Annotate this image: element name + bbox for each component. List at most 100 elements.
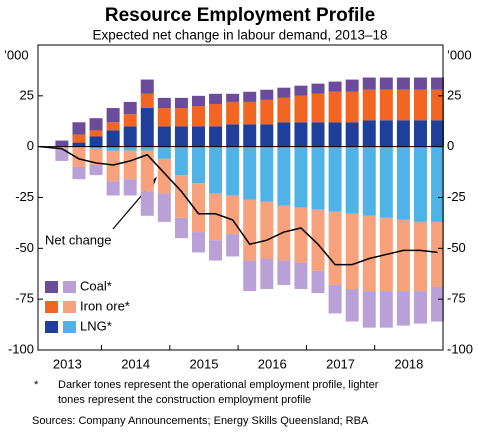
bar-segment	[243, 124, 257, 147]
bar-segment	[72, 122, 86, 135]
bar-segment	[226, 146, 240, 196]
bar-segment	[431, 89, 445, 121]
bar-segment	[191, 183, 205, 233]
bar-segment	[311, 146, 325, 210]
bar-segment	[209, 240, 223, 261]
bar-segment	[362, 120, 376, 147]
note: tones represent the construction employm…	[58, 394, 311, 406]
y-tick-label: -25	[447, 189, 466, 204]
bar-segment	[55, 140, 69, 147]
bar-segment	[362, 89, 376, 121]
y-tick-label: 25	[447, 87, 461, 102]
bar-segment	[72, 142, 86, 147]
x-tick-label: 2018	[394, 356, 423, 371]
bar-segment	[191, 232, 205, 253]
bar-segment	[345, 289, 359, 322]
legend-label: Iron ore*	[80, 298, 130, 313]
bar-segment	[277, 205, 291, 261]
bar-segment	[106, 150, 120, 182]
bar-segment	[123, 150, 137, 180]
bar-segment	[294, 207, 308, 263]
bar-segment	[243, 260, 257, 292]
bar-segment	[311, 122, 325, 147]
legend-swatch	[45, 301, 58, 313]
bar-segment	[260, 124, 274, 147]
bar-segment	[345, 146, 359, 214]
y-unit-label: ’000	[4, 47, 29, 62]
bar-segment	[431, 221, 445, 287]
bar-segment	[379, 146, 393, 218]
y-tick-label: -75	[15, 291, 34, 306]
bar-segment	[226, 101, 240, 125]
bar-segment	[379, 120, 393, 147]
bar-segment	[294, 262, 308, 289]
bar-segment	[277, 122, 291, 147]
sources: Sources: Company Announcements; Energy S…	[32, 415, 369, 427]
bar-segment	[89, 164, 103, 176]
bar-segment	[379, 291, 393, 328]
bar-segment	[123, 126, 137, 147]
bar-segment	[191, 146, 205, 184]
bar-segment	[243, 199, 257, 261]
bar-segment	[277, 97, 291, 123]
legend-swatch	[45, 321, 58, 333]
bar-segment	[431, 286, 445, 322]
bar-segment	[209, 193, 223, 241]
bar-segment	[260, 99, 274, 125]
bar-segment	[174, 175, 188, 218]
y-tick-label: -75	[447, 291, 466, 306]
y-tick-label: -25	[15, 189, 34, 204]
bar-segment	[362, 215, 376, 292]
bar-segment	[191, 126, 205, 147]
bar-segment	[345, 79, 359, 92]
bar-segment	[226, 93, 240, 102]
bar-segment	[277, 87, 291, 98]
bar-segment	[413, 77, 427, 90]
bar-segment	[140, 146, 154, 151]
bar-segment	[140, 108, 154, 147]
x-tick-label: 2013	[53, 356, 82, 371]
bar-segment	[294, 85, 308, 96]
bar-segment	[140, 150, 154, 192]
note: Darker tones represent the operational e…	[58, 379, 379, 391]
net-change-line	[39, 145, 438, 266]
bar-segment	[328, 211, 342, 285]
x-tick-label: 2015	[190, 356, 219, 371]
bar-segment	[328, 122, 342, 147]
bar-segment	[140, 79, 154, 94]
bar-segment	[209, 126, 223, 147]
x-tick-label: 2017	[326, 356, 355, 371]
chart-title: Resource Employment Profile	[105, 5, 375, 26]
bar-segment	[174, 146, 188, 176]
x-tick-label: 2016	[258, 356, 287, 371]
bar-segment	[328, 284, 342, 314]
bar-segment	[379, 89, 393, 121]
bar-segment	[72, 146, 86, 167]
bar-segment	[396, 89, 410, 121]
bar-segment	[431, 77, 445, 90]
legend-swatch	[63, 281, 76, 293]
bar-segment	[413, 89, 427, 121]
bar-segment	[191, 106, 205, 127]
bar-segment	[89, 146, 103, 149]
legend-swatch	[45, 281, 58, 293]
bar-segment	[413, 291, 427, 324]
bar-segment	[226, 124, 240, 147]
bar-segment	[345, 91, 359, 123]
bar-segment	[55, 148, 69, 161]
bar-segment	[140, 93, 154, 109]
legend-swatch	[63, 301, 76, 313]
y-tick-label: -100	[8, 341, 34, 356]
y-unit-label: ’000	[447, 47, 472, 62]
bar-segment	[243, 101, 257, 125]
bar-segment	[89, 130, 103, 137]
bar-segment	[72, 167, 86, 180]
bar-segment	[106, 146, 120, 151]
bar-segment	[294, 95, 308, 123]
bar-segment	[396, 120, 410, 147]
bar-segment	[174, 126, 188, 147]
bar-segment	[89, 136, 103, 147]
bar-segment	[260, 89, 274, 100]
bar-segment	[396, 219, 410, 292]
